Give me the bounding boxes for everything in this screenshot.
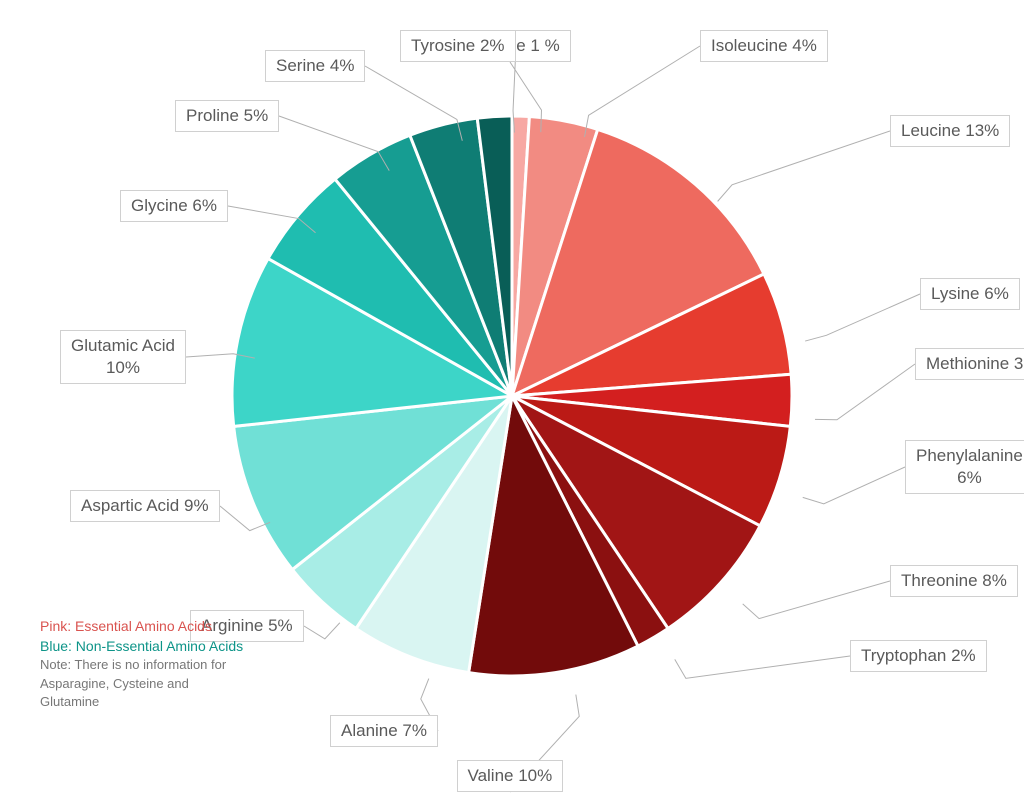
leader-line (803, 467, 905, 504)
slice-label: Lysine 6% (920, 278, 1020, 310)
slice-label: Serine 4% (265, 50, 365, 82)
slice-label: Tyrosine 2% (400, 30, 516, 62)
slice-label: Alanine 7% (330, 715, 438, 747)
pie-svg (227, 111, 797, 681)
slice-label: Valine 10% (457, 760, 564, 792)
footnote-note: Note: There is no information for Aspara… (40, 656, 250, 711)
slice-label: Glutamic Acid10% (60, 330, 186, 384)
leader-line (805, 294, 920, 341)
slice-label: Proline 5% (175, 100, 279, 132)
footnote-blue: Blue: Non-Essential Amino Acids (40, 637, 250, 657)
footnote-pink: Pink: Essential Amino Acids (40, 617, 250, 637)
slice-label: Leucine 13% (890, 115, 1010, 147)
slice-label: Glycine 6% (120, 190, 228, 222)
slice-label: Isoleucine 4% (700, 30, 828, 62)
amino-acid-pie-chart: Histidine 1 %Isoleucine 4%Leucine 13%Lys… (20, 20, 1004, 771)
footnote: Pink: Essential Amino Acids Blue: Non-Es… (40, 617, 250, 711)
slice-label: Methionine 3% (915, 348, 1024, 380)
slice-label: Threonine 8% (890, 565, 1018, 597)
leader-line (815, 364, 915, 420)
slice-label: Aspartic Acid 9% (70, 490, 220, 522)
slice-label: Tryptophan 2% (850, 640, 987, 672)
slice-label: Phenylalanine6% (905, 440, 1024, 494)
